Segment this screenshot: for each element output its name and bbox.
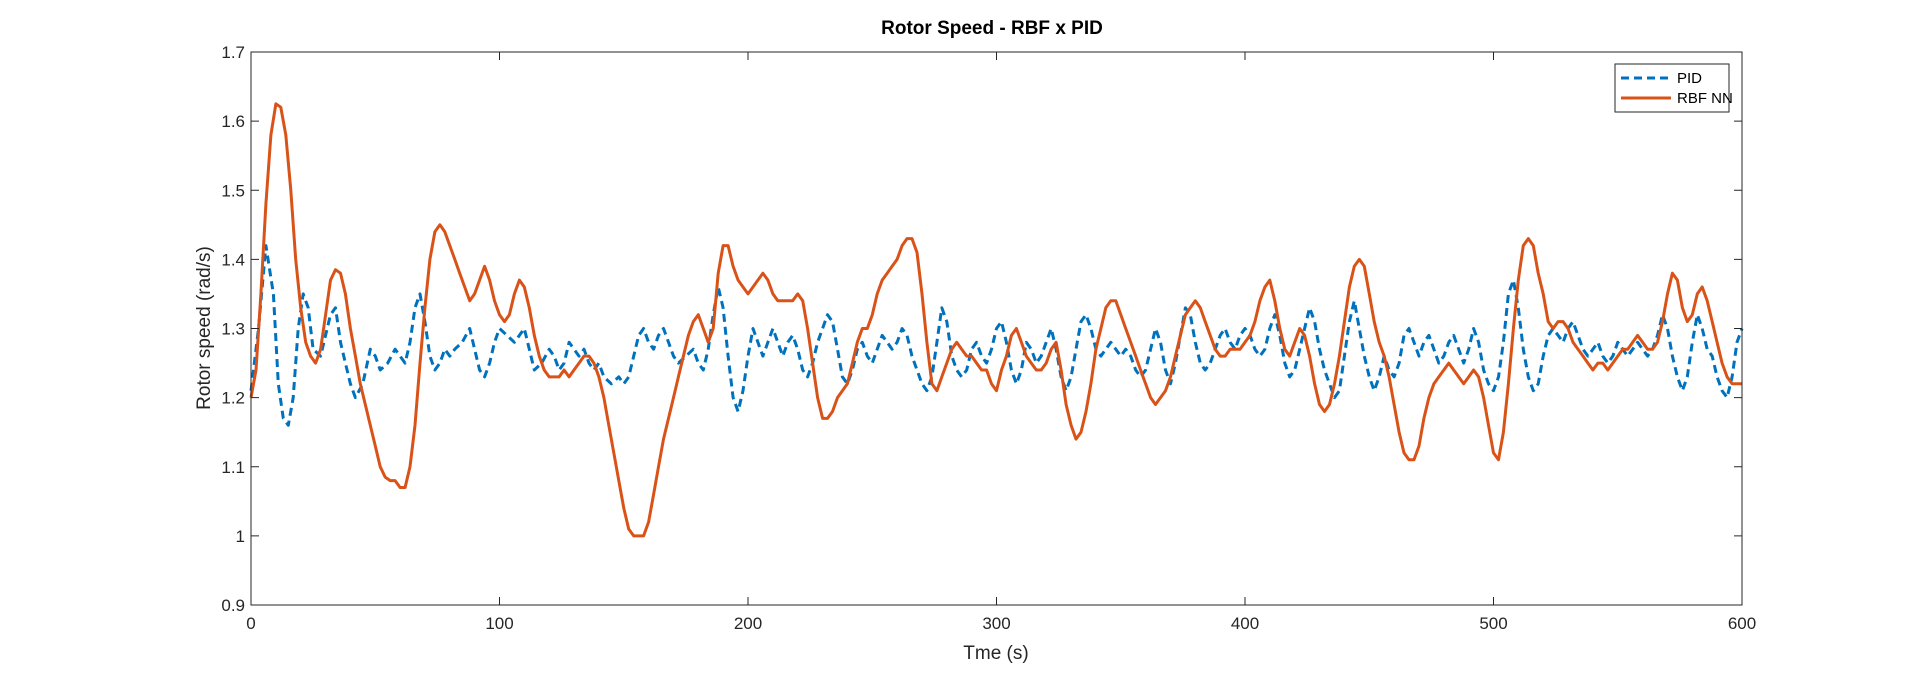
legend-box [1614,63,1730,113]
y-tick-label: 1.1 [221,458,245,477]
plot-area: 0 100 200 300 400 500 600 0.9 1 1.1 1.2 1.3 1.4 1.5 1… [221,43,1756,633]
x-tick-label: 300 [982,614,1010,633]
y-tick-label: 1.7 [221,43,245,62]
x-tick-label: 0 [246,614,255,633]
y-axis-ticks: 0.9 1 1.1 1.2 1.3 1.4 1.5 1.6 1.7 [221,43,1742,615]
x-axis-label: Tme (s) [963,643,1028,664]
chart-title: Rotor Speed - RBF x PID [881,18,1103,39]
series-layer [249,102,1744,538]
y-tick-label: 1.5 [221,181,245,200]
series-line-pid [249,244,1744,427]
legend-label-pid: PID [1677,70,1702,87]
y-tick-label: 1.2 [221,389,245,408]
y-tick-label: 1.4 [221,250,245,269]
y-axis-label: Rotor speed (rad/s) [194,246,215,410]
y-tick-label: 1 [236,527,245,546]
x-axis-ticks: 0 100 200 300 400 500 600 [246,52,1756,633]
series-line-rbf-nn [249,102,1742,538]
y-tick-label: 1.3 [221,320,245,339]
y-tick-label: 1.6 [221,112,245,131]
y-tick-label: 0.9 [221,596,245,615]
x-tick-label: 500 [1479,614,1507,633]
x-tick-label: 600 [1728,614,1756,633]
x-tick-label: 200 [734,614,762,633]
x-tick-label: 100 [485,614,513,633]
legend-label-rbf-nn: RBF NN [1677,90,1733,107]
x-tick-label: 400 [1231,614,1259,633]
legend: PID RBF NN [1614,63,1733,113]
